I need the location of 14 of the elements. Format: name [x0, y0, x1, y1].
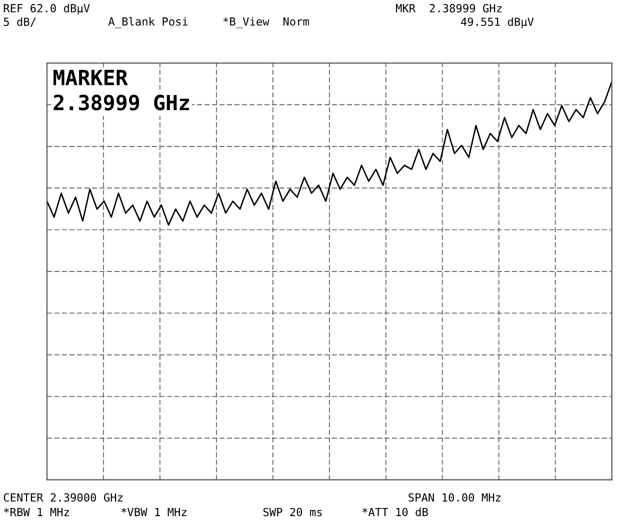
text: *ATT 10 dB	[362, 508, 428, 516]
text: REF 62.0 dBµV	[4, 4, 90, 15]
text: *RBW 1 MHz	[4, 508, 69, 516]
annotation: 2.38999 GHz	[54, 94, 190, 111]
text: 49.551 dBµV	[460, 17, 534, 28]
text: *VBW 1 MHz	[121, 508, 186, 516]
annotation: MARKER	[53, 70, 128, 86]
text: SPAN 10.00 MHz	[408, 493, 500, 502]
text: CENTER 2.39000 GHz	[4, 493, 122, 502]
text: *B_View Norm	[223, 17, 309, 28]
text: A_Blank Posi	[108, 17, 188, 28]
text: 5 dB/	[4, 17, 36, 27]
text: MKR 2.38999 GHz	[396, 4, 502, 12]
text: SWP 20 ms	[263, 508, 322, 516]
